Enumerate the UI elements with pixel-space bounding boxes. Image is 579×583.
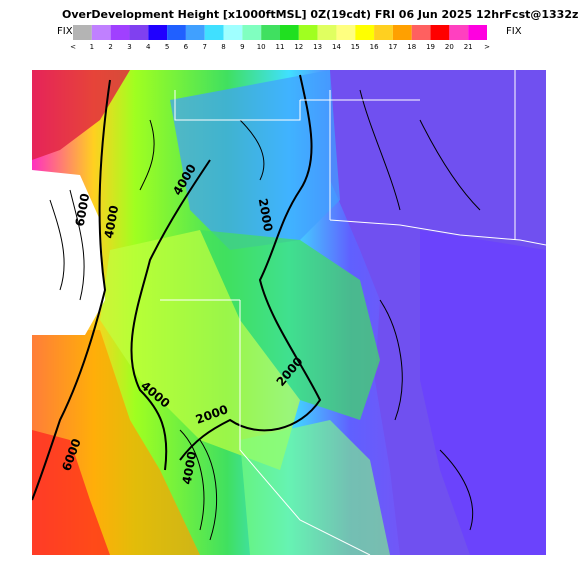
map bbox=[32, 70, 546, 555]
color-bar-label: 2 bbox=[108, 43, 112, 51]
contour-label: 2000 bbox=[256, 197, 276, 232]
field-violet bbox=[420, 230, 546, 555]
color-bar-label: 14 bbox=[332, 43, 341, 51]
color-bar-label: 5 bbox=[165, 43, 169, 51]
title: OverDevelopment Height [x1000ftMSL] 0Z(1… bbox=[62, 8, 579, 21]
contour-label: 6000 bbox=[73, 192, 93, 227]
color-swatch bbox=[374, 25, 393, 40]
color-bar-label: 7 bbox=[202, 43, 206, 51]
contours bbox=[32, 74, 481, 541]
color-swatch bbox=[449, 25, 469, 40]
color-bar-label: 1 bbox=[90, 43, 94, 51]
color-bar-label: 11 bbox=[276, 43, 285, 51]
color-swatch bbox=[355, 25, 375, 40]
color-bar-label: 16 bbox=[370, 43, 379, 51]
color-swatch bbox=[110, 25, 130, 40]
color-swatch bbox=[317, 25, 337, 40]
field-lightgreen bbox=[240, 420, 390, 555]
color-bar: <1 2 3 4 5 6 7 8 9 10 11 12 13 14 15 16 17 18 19 20 21 > bbox=[70, 25, 490, 51]
color-swatch bbox=[185, 25, 205, 40]
color-swatch bbox=[204, 25, 224, 40]
color-swatch bbox=[167, 25, 186, 40]
color-swatch bbox=[261, 25, 280, 40]
color-swatch bbox=[468, 25, 487, 40]
color-bar-label: 4 bbox=[146, 43, 151, 51]
field-green bbox=[200, 230, 380, 420]
color-swatch bbox=[298, 25, 318, 40]
color-bar-label: < bbox=[70, 43, 76, 51]
color-swatch bbox=[242, 25, 262, 40]
field-red bbox=[32, 430, 110, 555]
color-bar-label: 17 bbox=[388, 43, 397, 51]
field-blue bbox=[170, 70, 340, 250]
color-swatch bbox=[73, 25, 92, 40]
field-yellowgreen bbox=[100, 230, 300, 470]
color-swatch bbox=[223, 25, 243, 40]
legend-right-label: FIX bbox=[506, 26, 522, 37]
color-bar-label: 8 bbox=[221, 43, 225, 51]
color-bar-label: 20 bbox=[445, 43, 454, 51]
color-swatch bbox=[148, 25, 168, 40]
legend-left-label: FIX bbox=[57, 26, 73, 37]
color-swatch bbox=[91, 25, 111, 40]
color-swatch bbox=[336, 25, 356, 40]
field-white bbox=[32, 170, 105, 335]
color-swatch bbox=[392, 25, 412, 40]
color-bar-label: 12 bbox=[294, 43, 303, 51]
color-swatch bbox=[411, 25, 431, 40]
boundaries bbox=[160, 70, 546, 555]
field-crimson bbox=[32, 70, 130, 160]
contour-label: 4000 bbox=[102, 204, 122, 239]
color-bar-label: > bbox=[484, 43, 490, 51]
color-bar-label: 15 bbox=[351, 43, 360, 51]
color-swatch bbox=[280, 25, 299, 40]
color-swatch bbox=[430, 25, 450, 40]
color-bar-label: 18 bbox=[407, 43, 416, 51]
color-bar-label: 21 bbox=[464, 43, 473, 51]
color-bar-label: 3 bbox=[127, 43, 131, 51]
color-bar-label: 19 bbox=[426, 43, 435, 51]
contour-label: 4000 bbox=[180, 450, 200, 485]
color-bar-label: 13 bbox=[313, 43, 322, 51]
color-bar-label: 10 bbox=[257, 43, 266, 51]
color-bar-label: 6 bbox=[184, 43, 189, 51]
color-bar-label: 9 bbox=[240, 43, 244, 51]
color-swatch bbox=[129, 25, 149, 40]
